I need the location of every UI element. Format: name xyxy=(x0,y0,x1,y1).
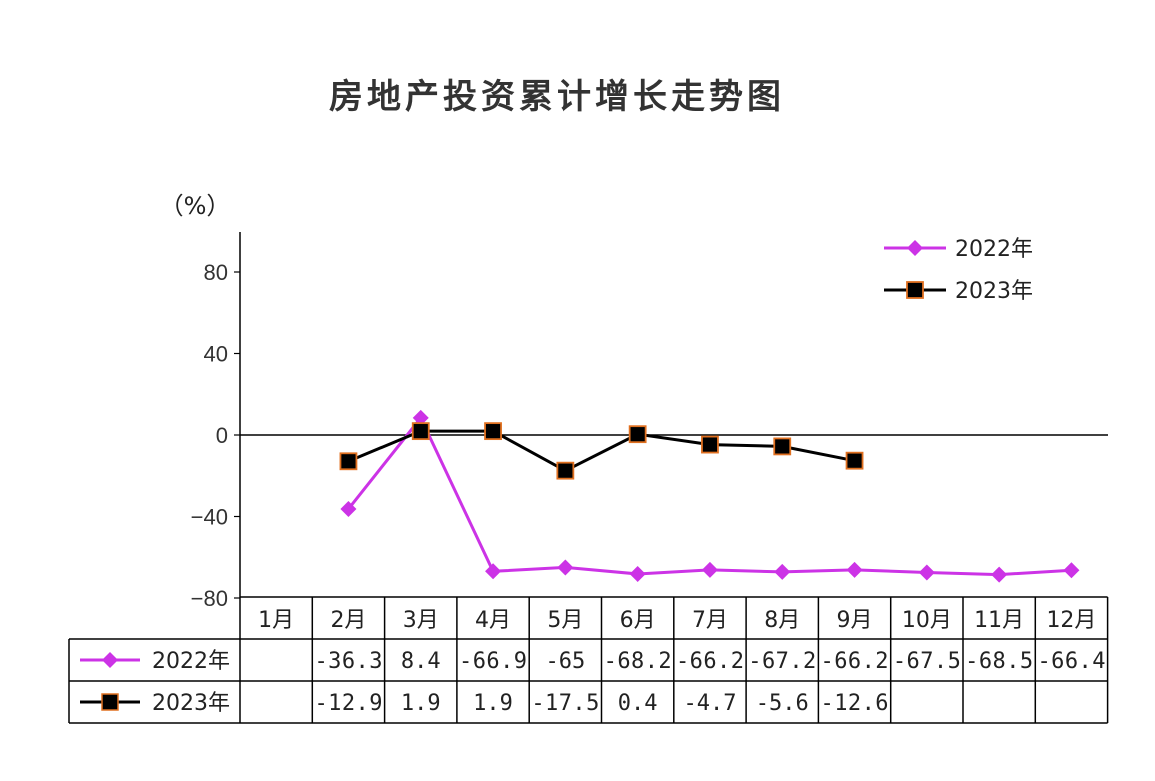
chart-title: 房地产投资累计增长走势图 xyxy=(329,77,785,117)
category-label: 9月 xyxy=(837,608,873,633)
data-point xyxy=(918,564,935,581)
data-point xyxy=(991,566,1008,583)
legend-label: 2023年 xyxy=(955,279,1033,304)
category-label: 10月 xyxy=(902,608,952,633)
data-point xyxy=(485,563,502,580)
data-point xyxy=(629,565,646,582)
data-cell: -67.5 xyxy=(893,649,961,674)
data-cell: -65 xyxy=(545,649,585,674)
category-label: 7月 xyxy=(692,608,728,633)
data-point xyxy=(701,561,718,578)
data-cell: 1.9 xyxy=(473,691,513,716)
data-cell: -12.6 xyxy=(821,691,889,716)
data-cell: -66.9 xyxy=(459,649,527,674)
category-label: 4月 xyxy=(475,608,511,633)
y-tick-label: −40 xyxy=(191,505,228,530)
data-point xyxy=(340,500,357,517)
series-group xyxy=(339,409,1080,583)
row-series-name: 2022年 xyxy=(152,649,230,674)
axes: 80 40 0 −40 −80 xyxy=(191,232,1108,611)
data-point xyxy=(773,437,792,456)
y-tick-label: 40 xyxy=(204,342,228,367)
y-tick-label: 0 xyxy=(216,423,228,448)
row-series-name: 2023年 xyxy=(152,691,230,716)
data-cell: 1.9 xyxy=(401,691,441,716)
data-cell: -68.5 xyxy=(965,649,1033,674)
row-key-marker xyxy=(101,693,119,711)
data-point xyxy=(774,563,791,580)
data-cell: -12.9 xyxy=(314,691,382,716)
category-label: 6月 xyxy=(620,608,656,633)
y-unit-label: （%） xyxy=(160,192,231,220)
data-cell: 0.4 xyxy=(618,691,658,716)
data-point xyxy=(339,452,358,471)
data-point xyxy=(628,425,647,444)
y-tick-label: −80 xyxy=(191,586,228,611)
data-point xyxy=(412,409,429,426)
legend-label: 2022年 xyxy=(955,237,1033,262)
data-table: 1月 2月 3月 4月 5月 6月 7月 8月 9月 10月 11月 12月 2022年 -36.3 8.4… xyxy=(68,596,1109,724)
data-cell: -5.6 xyxy=(756,691,809,716)
data-point xyxy=(845,451,864,470)
data-cell: -66.2 xyxy=(821,649,889,674)
legend-marker xyxy=(906,281,924,299)
category-label: 1月 xyxy=(258,608,294,633)
data-cell: -17.5 xyxy=(531,691,599,716)
row-key-marker xyxy=(102,652,118,668)
data-cell: 8.4 xyxy=(401,649,441,674)
data-point xyxy=(556,461,575,480)
data-point xyxy=(1063,562,1080,579)
data-point xyxy=(701,435,719,454)
data-cell: -4.7 xyxy=(683,691,736,716)
y-tick-label: 80 xyxy=(204,260,228,285)
category-label: 11月 xyxy=(974,608,1024,633)
legend-marker xyxy=(907,240,923,256)
category-label: 3月 xyxy=(403,608,439,633)
data-point xyxy=(557,559,574,576)
data-cell: -66.2 xyxy=(676,649,744,674)
legend: 2022年 2023年 xyxy=(884,237,1033,304)
data-cell: -66.4 xyxy=(1037,649,1105,674)
data-cell: -68.2 xyxy=(604,649,672,674)
data-point xyxy=(846,561,863,578)
data-cell: -67.2 xyxy=(748,649,816,674)
category-label: 8月 xyxy=(764,608,800,633)
data-point xyxy=(411,422,430,441)
category-label: 5月 xyxy=(547,608,583,633)
series-line xyxy=(347,429,855,473)
category-label: 12月 xyxy=(1046,608,1096,633)
category-label: 2月 xyxy=(330,608,366,633)
data-point xyxy=(484,422,502,441)
data-cell: -36.3 xyxy=(314,649,382,674)
